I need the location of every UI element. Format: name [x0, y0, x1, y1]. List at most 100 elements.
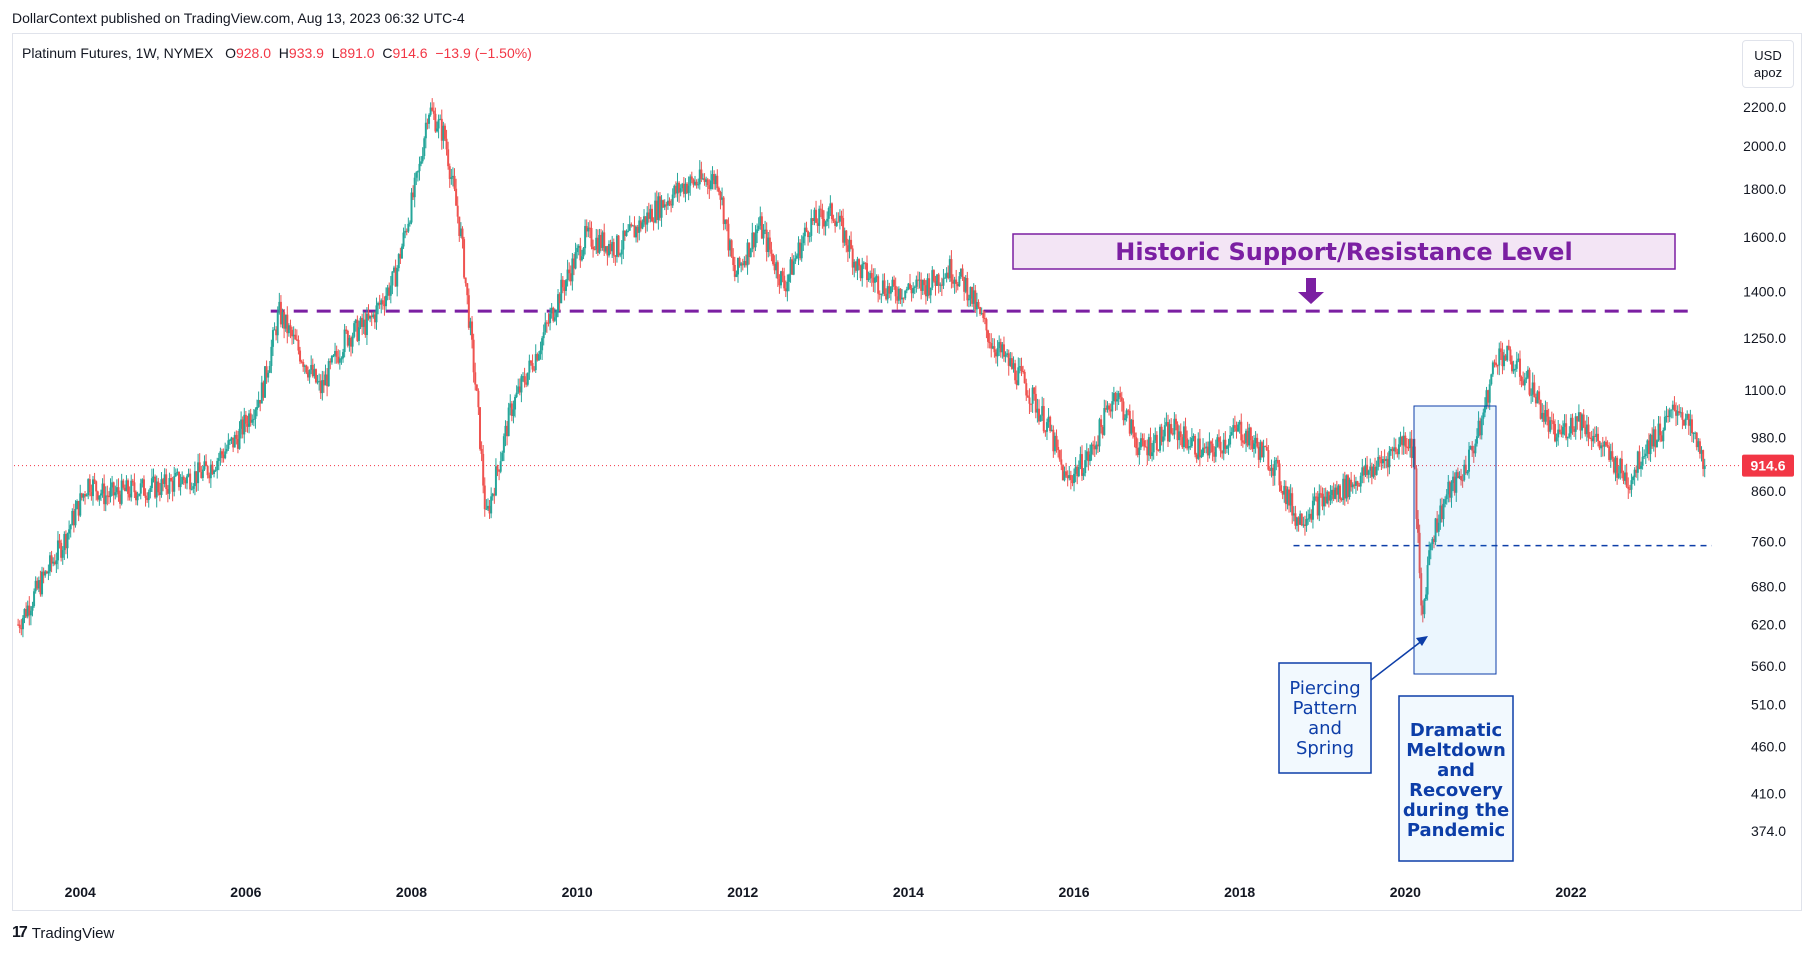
- candle-body: [795, 255, 798, 259]
- candle-body: [281, 312, 284, 325]
- candle-body: [835, 221, 838, 226]
- candle-body: [85, 495, 88, 497]
- candle-body: [1399, 436, 1402, 445]
- x-tick-label: 2014: [893, 884, 924, 900]
- candle-body: [1552, 421, 1555, 425]
- candle-body: [1447, 481, 1450, 495]
- candle-body: [332, 355, 335, 357]
- candle-body: [926, 278, 929, 297]
- candle-body: [36, 580, 39, 589]
- low-value: 891.0: [339, 45, 375, 61]
- candle-body: [321, 380, 324, 394]
- candle-body: [1431, 538, 1434, 545]
- candle-body: [918, 279, 921, 281]
- candle-body: [233, 434, 236, 448]
- candle-body: [786, 281, 789, 292]
- candle-body: [498, 469, 501, 472]
- candle-body: [999, 342, 1002, 353]
- candle-body: [1485, 390, 1488, 407]
- candle-body: [1087, 451, 1090, 462]
- candle-body: [706, 179, 709, 186]
- candle-body: [131, 480, 134, 483]
- piercing-label-line: Spring: [1296, 738, 1354, 759]
- candle-body: [1289, 493, 1292, 506]
- candle-body: [383, 304, 386, 307]
- candle-body: [1385, 458, 1388, 462]
- candle-body: [195, 471, 198, 484]
- candle-body: [122, 480, 125, 488]
- candle-body: [829, 203, 832, 208]
- candle-body: [432, 110, 435, 114]
- candle-body: [198, 462, 201, 473]
- candle-body: [480, 448, 483, 454]
- candle-body: [428, 114, 431, 124]
- tradingview-footer[interactable]: 17 TradingView: [12, 924, 114, 942]
- candle-body: [52, 561, 55, 564]
- candle-body: [176, 471, 179, 473]
- candle-body: [1616, 457, 1619, 478]
- candle-body: [107, 496, 110, 498]
- candle-body: [716, 175, 719, 189]
- candle-body: [649, 208, 652, 219]
- candle-body: [1264, 446, 1267, 448]
- candle-body: [407, 223, 410, 232]
- candle-body: [1170, 424, 1173, 434]
- candle-body: [1127, 410, 1130, 412]
- candle-body: [1092, 444, 1095, 446]
- candle-body: [861, 264, 864, 279]
- candle-body: [1496, 365, 1499, 367]
- candle-body: [1139, 438, 1142, 448]
- candle-body: [33, 591, 36, 607]
- candle-body: [1144, 446, 1147, 448]
- candle-body: [1503, 355, 1506, 367]
- candle-body: [496, 466, 499, 470]
- candle-body: [1063, 471, 1066, 481]
- candle-body: [878, 293, 881, 295]
- close-value: 914.6: [392, 45, 428, 61]
- candle-body: [471, 321, 474, 340]
- candle-body: [208, 475, 211, 479]
- candle-body: [619, 254, 622, 256]
- candle-body: [821, 209, 824, 220]
- candle-body: [440, 118, 443, 141]
- candle-body: [238, 428, 241, 449]
- candle-body: [152, 476, 155, 479]
- candle-body: [1189, 446, 1192, 448]
- candle-body: [1088, 454, 1091, 462]
- candle-body: [991, 346, 994, 349]
- candle-body: [477, 390, 480, 408]
- candle-body: [666, 200, 669, 206]
- candle-body: [1689, 419, 1692, 426]
- candle-body: [154, 476, 157, 498]
- candle-body: [1378, 456, 1381, 460]
- candle-body: [1386, 458, 1389, 468]
- candle-body: [1104, 408, 1107, 410]
- candle-body: [217, 458, 220, 461]
- candle-body: [50, 555, 53, 564]
- candle-body: [71, 510, 74, 526]
- candle-body: [778, 278, 781, 286]
- candle-body: [1587, 424, 1590, 438]
- candle-body: [995, 352, 998, 357]
- candle-body: [1372, 466, 1375, 477]
- candle-body: [343, 329, 346, 353]
- x-tick-label: 2004: [65, 884, 96, 900]
- candle-body: [1455, 472, 1458, 493]
- candle-body: [1483, 406, 1486, 413]
- candle-body: [552, 307, 555, 321]
- y-tick-label: 2000.0: [1743, 138, 1786, 154]
- candle-body: [1302, 524, 1305, 526]
- candle-body: [674, 185, 677, 194]
- candle-body: [799, 242, 802, 259]
- candle-body: [235, 434, 238, 439]
- candle-body: [311, 364, 314, 377]
- candle-body: [1179, 431, 1182, 438]
- candle-body: [1071, 480, 1074, 484]
- currency-unit-button[interactable]: USD apoz: [1742, 40, 1794, 88]
- candle-body: [1544, 410, 1547, 422]
- candle-body: [909, 283, 912, 289]
- candle-body: [1380, 459, 1383, 464]
- candle-body: [818, 208, 821, 226]
- candle-body: [627, 230, 630, 232]
